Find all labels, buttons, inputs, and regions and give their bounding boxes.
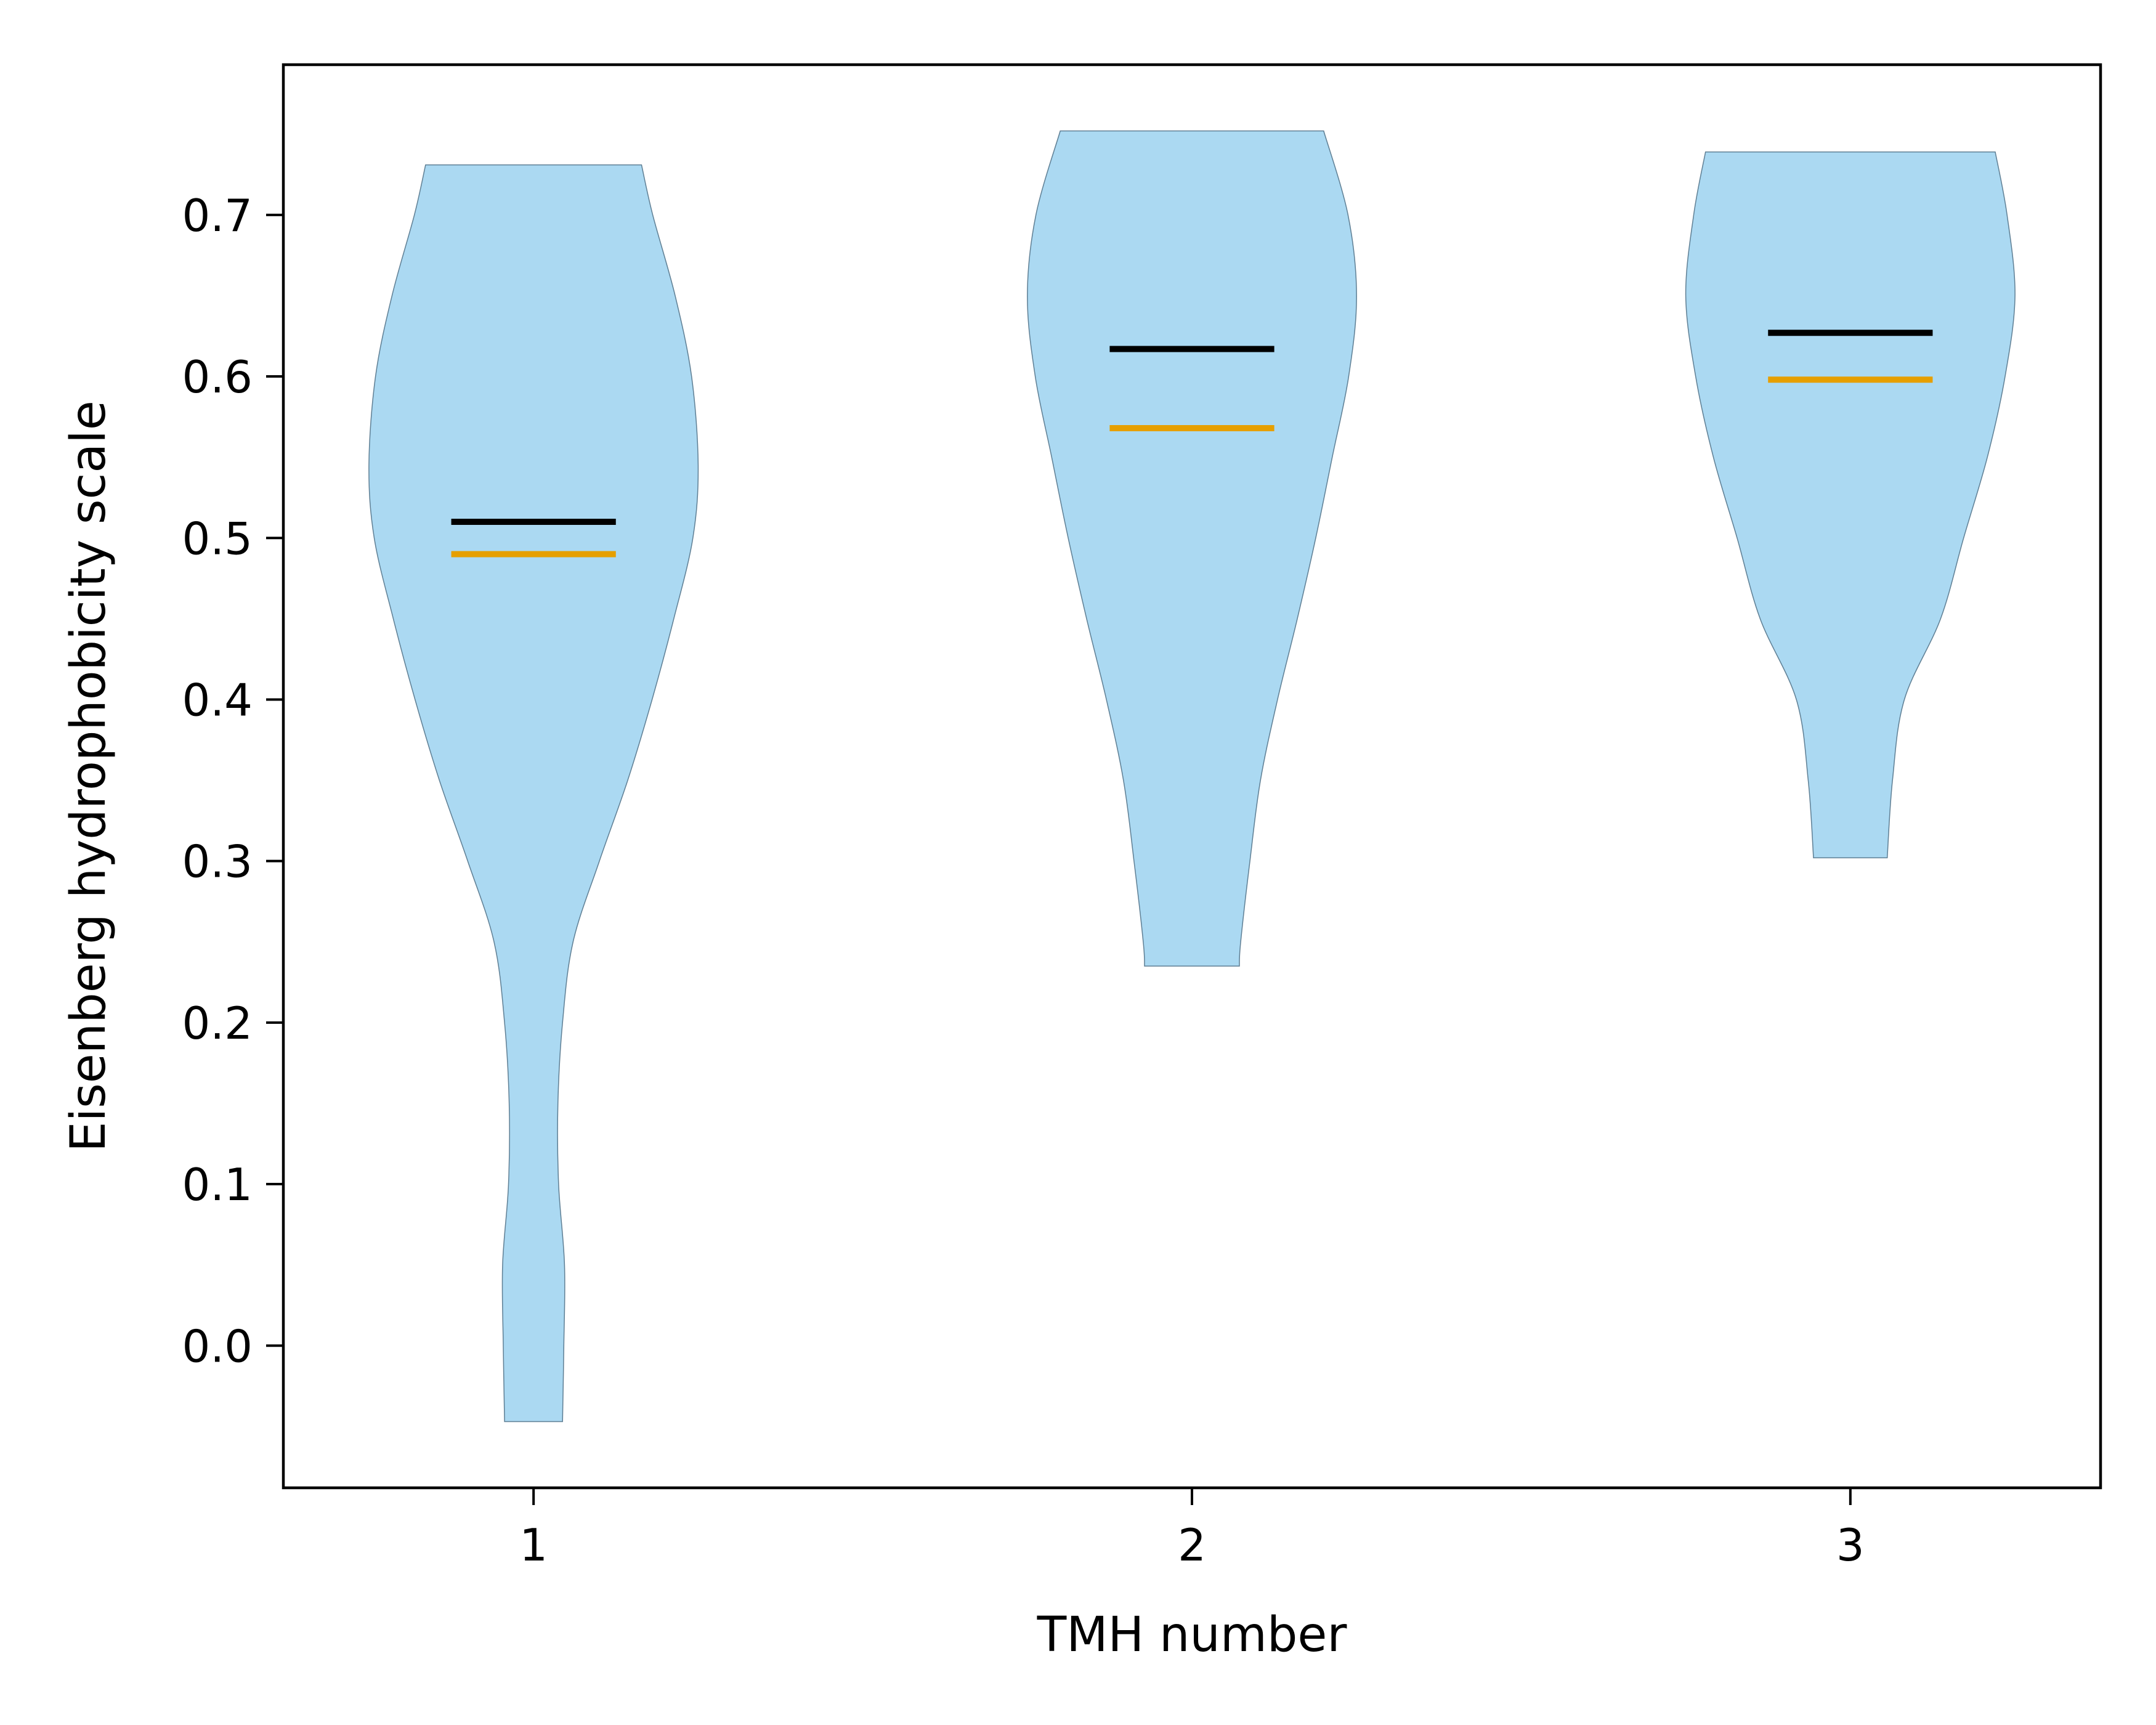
y-tick-label-0.3: 0.3 [182,836,253,888]
violin-body-1 [368,164,699,1423]
y-axis-label: Eisenberg hydrophobicity scale [61,400,116,1152]
median-line-group [451,376,1933,558]
y-tick-label-0.5: 0.5 [182,513,253,564]
x-tick-label-2: 2 [1178,1519,1206,1571]
x-axis-label: TMH number [1037,1607,1348,1663]
y-tick-label-0.6: 0.6 [182,351,253,403]
violin-group [368,130,2016,1423]
y-tick-label-0.1: 0.1 [182,1159,253,1211]
y-tick-label-0.0: 0.0 [182,1320,253,1372]
y-tick-label-0.7: 0.7 [182,190,253,242]
y-tick-label-0.2: 0.2 [182,997,253,1049]
y-axis-ticks: 0.0 0.1 0.2 0.3 0.4 0.5 0.6 0.7 [182,190,283,1372]
violin-body-3 [1685,151,2016,859]
violin-body-2 [1027,130,1357,967]
y-tick-label-0.4: 0.4 [182,674,253,726]
x-axis-ticks: 1 2 3 [519,1488,1865,1571]
mean-line-group [451,330,1933,526]
x-tick-label-3: 3 [1836,1519,1865,1571]
x-tick-label-1: 1 [519,1519,548,1571]
